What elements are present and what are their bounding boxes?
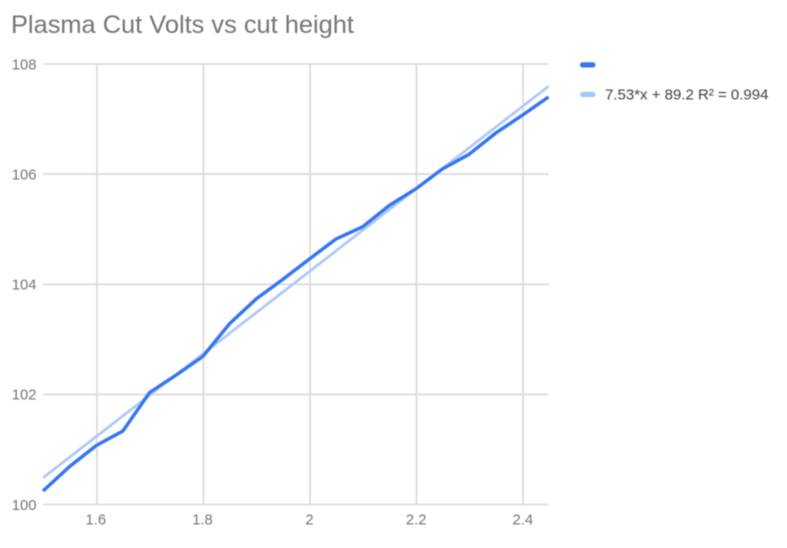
svg-text:106: 106	[12, 167, 37, 183]
svg-text:100: 100	[12, 498, 37, 514]
svg-text:1.8: 1.8	[192, 513, 213, 529]
svg-text:Plasma Cut Volts vs cut height: Plasma Cut Volts vs cut height	[11, 11, 354, 39]
svg-text:108: 108	[12, 57, 37, 73]
svg-text:102: 102	[12, 388, 37, 404]
svg-text:2: 2	[305, 513, 313, 529]
svg-text:2.2: 2.2	[406, 513, 427, 529]
svg-text:2.4: 2.4	[513, 513, 534, 529]
svg-text:104: 104	[12, 278, 37, 294]
svg-text:1.6: 1.6	[86, 513, 107, 529]
svg-text:7.53*x + 89.2 R² = 0.994: 7.53*x + 89.2 R² = 0.994	[605, 87, 768, 104]
